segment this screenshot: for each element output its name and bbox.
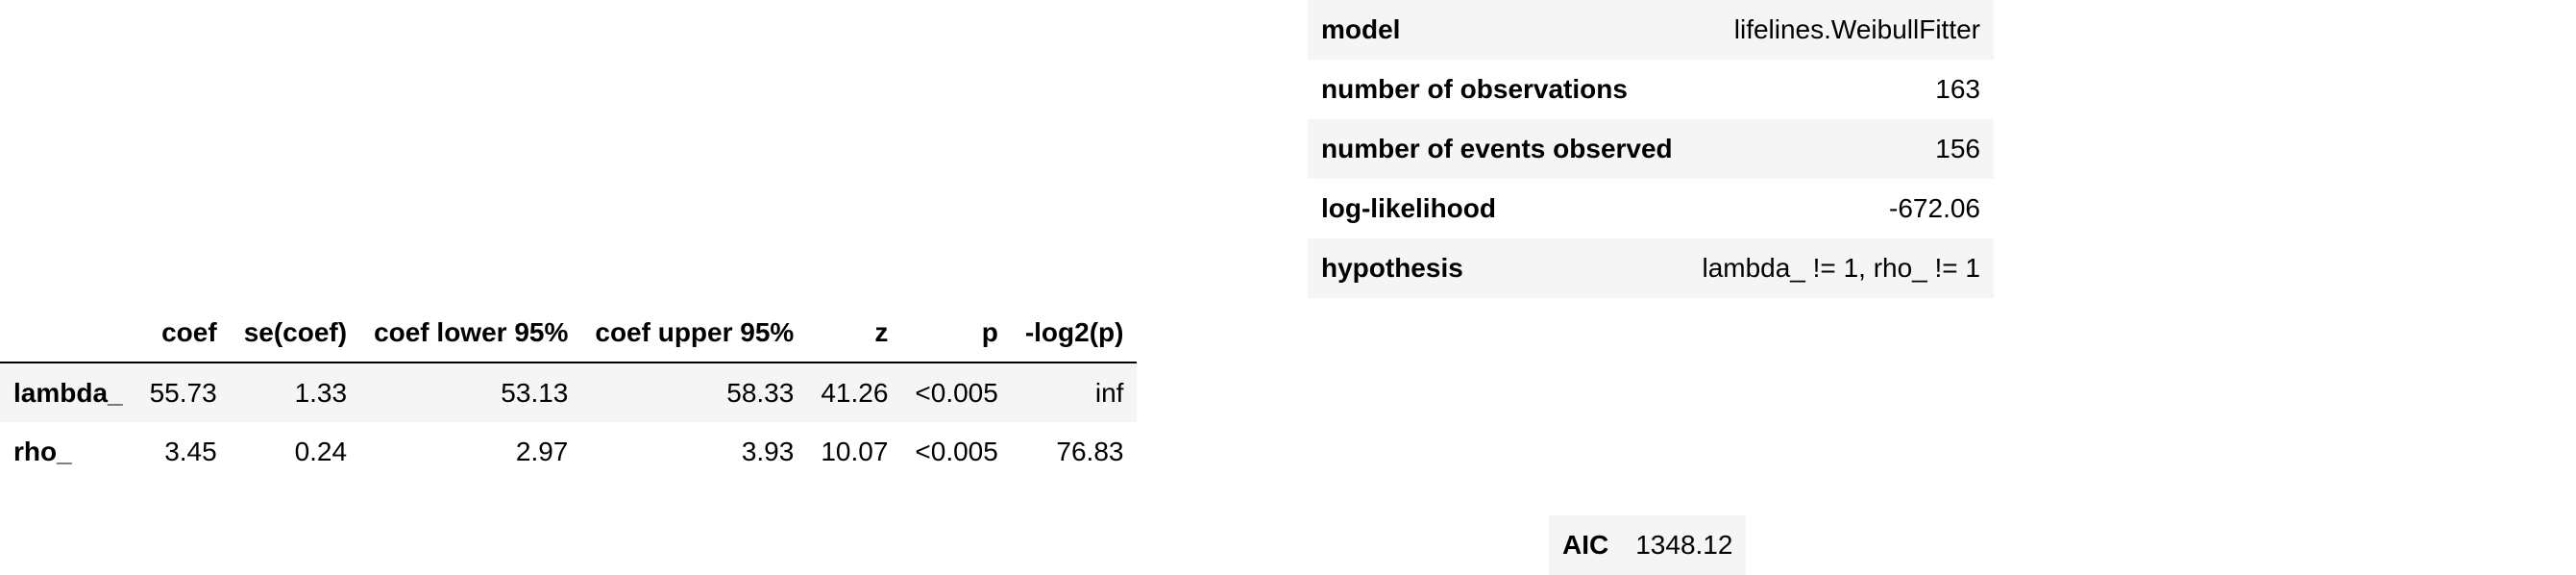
- table-cell: <0.005: [915, 377, 998, 408]
- column-header: p: [901, 303, 1012, 363]
- table-row: number of events observed 156: [1308, 119, 1994, 179]
- table-cell: 2.97: [515, 437, 569, 466]
- table-cell: 3.45: [164, 437, 217, 466]
- aic-label: AIC: [1562, 530, 1609, 560]
- table-row: number of observations 163: [1308, 60, 1994, 119]
- row-label: lambda_: [13, 377, 123, 408]
- table-cell: inf: [1094, 377, 1124, 408]
- column-header: coef lower 95%: [360, 303, 582, 363]
- table-row: log-likelihood -672.06: [1308, 179, 1994, 238]
- summary-value: -672.06: [1889, 193, 1980, 223]
- summary-value: lifelines.WeibullFitter: [1733, 14, 1980, 44]
- table-cell: 0.24: [294, 437, 348, 466]
- model-summary-table: model lifelines.WeibullFitter number of …: [1308, 0, 1994, 298]
- table-cell: <0.005: [915, 437, 998, 466]
- table-cell: 55.73: [149, 377, 217, 408]
- table-cell: 41.26: [821, 377, 889, 408]
- summary-value: 156: [1935, 134, 1980, 163]
- column-header: -log2(p): [1011, 303, 1138, 363]
- summary-key: number of events observed: [1321, 134, 1673, 163]
- table-row: hypothesis lambda_ != 1, rho_ != 1: [1308, 238, 1994, 298]
- column-header: coef upper 95%: [581, 303, 808, 363]
- table-row: AIC 1348.12: [1549, 515, 1747, 575]
- column-header: se(coef): [230, 303, 361, 363]
- table-row: lambda_ 55.73 1.33 53.13 58.33 41.26 <0.…: [0, 362, 1138, 422]
- coefficients-table: coef se(coef) coef lower 95% coef upper …: [0, 303, 1138, 482]
- table-cell: 1.33: [294, 377, 348, 408]
- table-row: model lifelines.WeibullFitter: [1308, 0, 1994, 60]
- table-cell: 10.07: [821, 437, 889, 466]
- table-cell: 53.13: [501, 377, 569, 408]
- aic-value: 1348.12: [1635, 530, 1733, 560]
- table-cell: 76.83: [1056, 437, 1124, 466]
- row-label: rho_: [13, 437, 72, 466]
- summary-key: hypothesis: [1321, 253, 1463, 283]
- summary-key: model: [1321, 14, 1401, 44]
- summary-value: lambda_ != 1, rho_ != 1: [1702, 253, 1980, 283]
- summary-key: number of observations: [1321, 74, 1628, 104]
- table-row: rho_ 3.45 0.24 2.97 3.93 10.07 <0.005 76…: [0, 422, 1137, 482]
- table-cell: 58.33: [726, 377, 795, 408]
- column-header: z: [807, 303, 902, 363]
- table-header-row: coef se(coef) coef lower 95% coef upper …: [0, 303, 1138, 363]
- summary-value: 163: [1935, 74, 1980, 104]
- aic-table: AIC 1348.12: [1549, 515, 1747, 575]
- column-header: [0, 303, 136, 363]
- summary-key: log-likelihood: [1321, 193, 1496, 223]
- column-header: coef: [135, 303, 231, 363]
- table-cell: 3.93: [741, 437, 795, 466]
